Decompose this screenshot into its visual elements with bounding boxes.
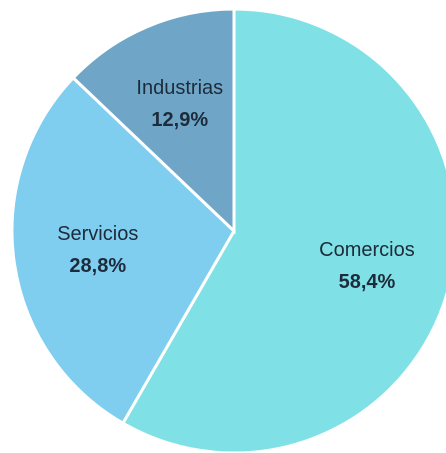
slice-value-label: 28,8% xyxy=(69,255,126,277)
pie-slice xyxy=(10,75,236,426)
slice-label: Comercios xyxy=(319,239,415,261)
slice-value-label: 58,4% xyxy=(339,271,396,293)
slice-value-label: 12,9% xyxy=(151,109,208,131)
pie-slice xyxy=(71,7,236,235)
slice-label: Servicios xyxy=(57,223,138,245)
slice-label: Industrias xyxy=(136,77,223,99)
